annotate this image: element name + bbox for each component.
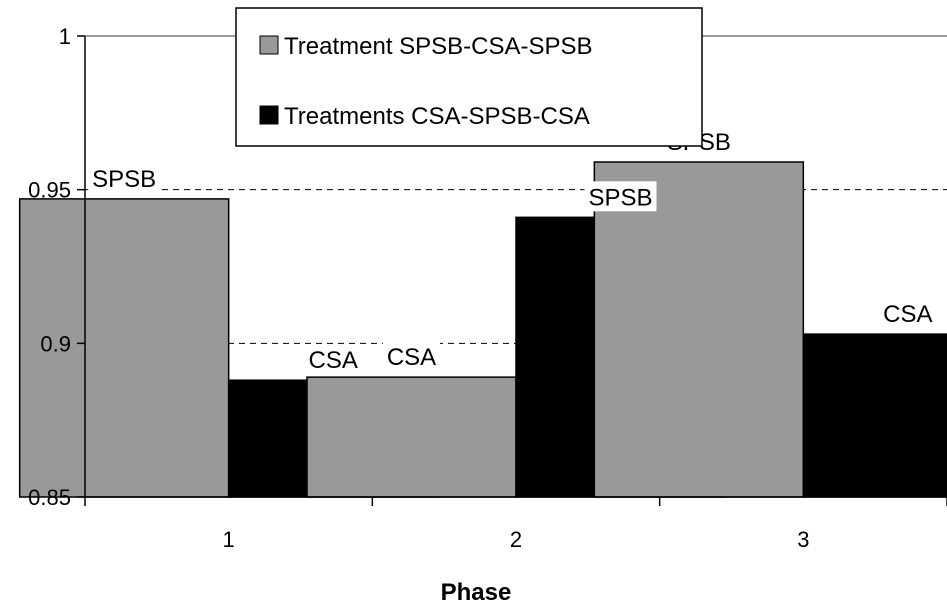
- data-label-series-2-phase-2: SPSB: [588, 184, 652, 211]
- data-label-bg: [879, 298, 937, 329]
- legend-label-2: Treatments CSA-SPSB-CSA: [284, 103, 590, 130]
- legend-swatch-1: [259, 35, 279, 55]
- data-label-series-2-phase-1: CSA: [308, 347, 357, 374]
- data-label-bg: [304, 344, 362, 375]
- data-label-bg: [584, 181, 657, 212]
- data-label-series-1-phase-1: SPSB: [92, 166, 156, 193]
- data-label-series-2-phase-3: CSA: [883, 301, 932, 328]
- x-tick-label-3: 3: [797, 527, 809, 552]
- legend-label-1: Treatment SPSB-CSA-SPSB: [284, 33, 593, 60]
- legend: Treatment SPSB-CSA-SPSB Treatments CSA-SP…: [235, 7, 703, 147]
- y-tick-label-1: 0.85: [28, 485, 71, 510]
- bars: [18, 161, 947, 498]
- bar-series-2-phase-3: [802, 333, 947, 498]
- y-tick-label-2: 0.9: [40, 331, 71, 356]
- legend-swatch-2: [259, 105, 279, 125]
- y-tick-label-4: 1: [59, 24, 71, 49]
- data-label-bg: [383, 341, 440, 372]
- x-tick-label-1: 1: [223, 527, 235, 552]
- x-tick-label-2: 2: [510, 527, 522, 552]
- axes: 0.85 0.9 0.95 1 1 2 3: [28, 24, 947, 552]
- bar-series-1-phase-2: [306, 376, 517, 498]
- data-label-bg: [88, 162, 161, 193]
- y-tick-label-3: 0.95: [28, 178, 71, 203]
- bar-series-1-phase-3: [593, 161, 805, 498]
- x-axis-title: Phase: [441, 579, 512, 606]
- bar-series-1-phase-1: [18, 198, 230, 498]
- legend-box: [235, 7, 703, 147]
- data-label-series-1-phase-2: CSA: [387, 344, 436, 371]
